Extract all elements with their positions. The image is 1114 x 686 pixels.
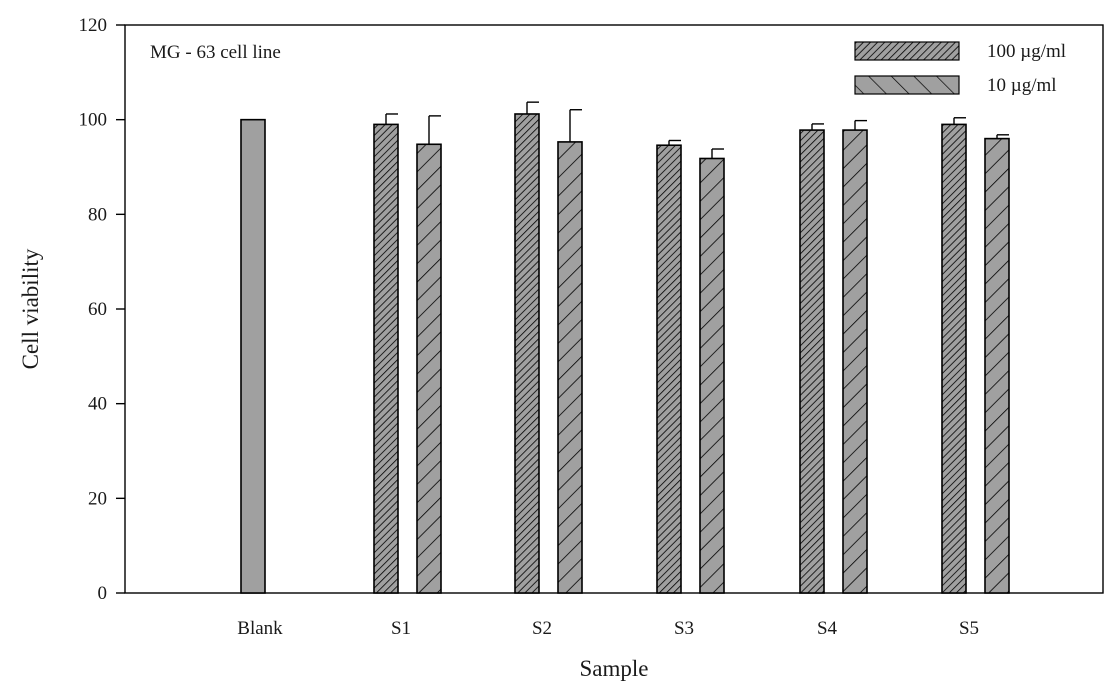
bar-100-S2 (514, 113, 540, 594)
y-tick-label: 120 (79, 15, 108, 36)
bar-blank (240, 118, 266, 594)
x-tick-label: S2 (532, 618, 552, 639)
bar-10-S4 (842, 129, 868, 594)
y-tick-label: 40 (88, 394, 107, 415)
legend: 100 µg/ml 10 µg/ml (854, 41, 1066, 96)
bar-10-S3 (699, 157, 725, 594)
bar-10-S2 (557, 141, 583, 594)
y-tick-label: 100 (79, 110, 108, 131)
bar-100-S1 (373, 123, 399, 594)
x-tick-label: S4 (817, 618, 838, 639)
x-axis-ticks: Blank S1 S2 S3 S4 S5 (237, 618, 979, 639)
bars (240, 113, 1010, 594)
error-bars (385, 101, 1009, 159)
bar-100-S4 (799, 129, 825, 594)
legend-swatch-100 (854, 41, 960, 61)
x-tick-label: Blank (237, 618, 283, 639)
x-tick-label: S3 (674, 618, 694, 639)
x-tick-label: S5 (959, 618, 979, 639)
bar-10-S5 (984, 137, 1010, 594)
legend-label-100: 100 µg/ml (987, 41, 1066, 62)
legend-label-10: 10 µg/ml (987, 75, 1057, 96)
x-tick-label: S1 (391, 618, 411, 639)
bar-10-S1 (416, 143, 442, 594)
x-axis-title: Sample (580, 656, 649, 681)
bar-100-S5 (941, 123, 967, 594)
y-tick-label: 60 (88, 299, 107, 320)
y-tick-label: 80 (88, 204, 107, 225)
legend-swatch-10 (854, 75, 960, 95)
y-tick-label: 0 (98, 583, 108, 604)
chart-annotation: MG - 63 cell line (150, 42, 281, 63)
y-axis-title: Cell viability (18, 248, 43, 369)
y-tick-label: 20 (88, 488, 107, 509)
bar-100-S3 (656, 144, 682, 594)
y-axis-ticks: 0 20 40 60 80 100 120 (79, 15, 125, 604)
